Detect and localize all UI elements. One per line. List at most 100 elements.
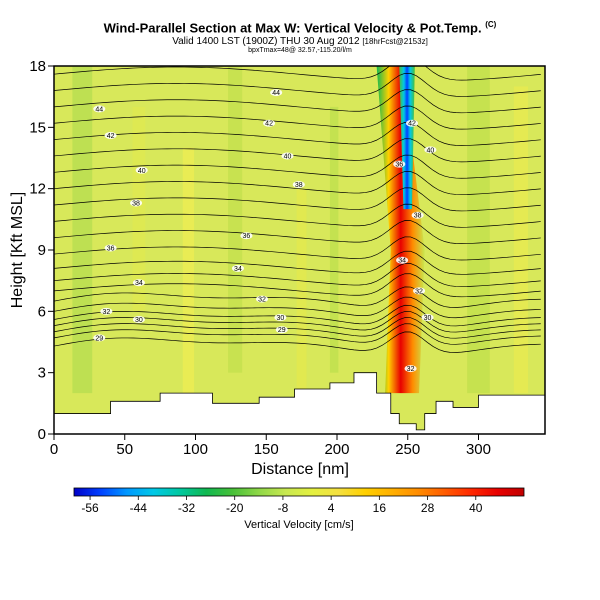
theta-contour-label-text: 36 xyxy=(107,245,115,252)
y-axis: 0 3 6 9 12 15 18 xyxy=(29,58,54,443)
theta-contour-label: 40 xyxy=(424,146,437,154)
theta-contour-label-text: 29 xyxy=(95,335,103,342)
theta-contour-label-text: 40 xyxy=(138,168,146,175)
colorbar: -56 -44 -32 -20 -8 4 16 28 40 Vertical Velocity … xyxy=(73,487,525,531)
theta-contour-label: 32 xyxy=(404,365,417,373)
theta-contour-label: 42 xyxy=(405,119,418,128)
theta-contour-label-text: 34 xyxy=(234,266,242,273)
colorbar-ticks: -56 -44 -32 -20 -8 4 16 28 40 xyxy=(81,496,483,515)
theta-contour-label-text: 38 xyxy=(295,182,303,189)
theta-contour-line xyxy=(54,187,541,212)
theta-contour-label-text: 30 xyxy=(276,315,284,322)
x-tick-label: 50 xyxy=(116,441,133,458)
theta-contour-line xyxy=(54,72,541,97)
y-tick-label: 9 xyxy=(38,242,46,259)
theta-contours xyxy=(54,66,541,353)
theta-contour-line xyxy=(54,236,541,261)
theta-contour-line xyxy=(54,203,541,228)
x-tick-label: 100 xyxy=(183,441,208,458)
theta-contour-line xyxy=(54,323,541,345)
theta-contour-label: 34 xyxy=(396,256,409,265)
theta-contour-label: 36 xyxy=(393,160,406,169)
theta-contour-line xyxy=(54,220,541,244)
colorbar-tick-label: 40 xyxy=(469,501,483,515)
theta-contour-label: 30 xyxy=(421,313,434,322)
theta-contour-label: 40 xyxy=(135,166,148,175)
theta-contour-label: 29 xyxy=(93,334,106,342)
theta-contour-line xyxy=(54,250,541,275)
theta-contour-label: 38 xyxy=(130,199,143,207)
theta-contour-label: 42 xyxy=(104,132,117,140)
theta-contour-labels: 29 29 30 30 32 32 34 34 36 36 38 38 40 40 42 42 44 44 36 34… xyxy=(93,89,437,373)
plot-area: 29 29 30 30 32 32 34 34 36 36 38 38 40 40 42 42 44 44 36 34… xyxy=(54,66,545,434)
x-tick-label: 250 xyxy=(395,441,420,458)
velocity-patch xyxy=(228,66,243,373)
theta-contour-label: 44 xyxy=(270,89,283,97)
x-tick-label: 150 xyxy=(254,441,279,458)
x-tick-label: 0 xyxy=(50,441,58,458)
colorbar-tick-label: 4 xyxy=(328,501,335,515)
theta-contour-label: 44 xyxy=(93,105,106,113)
theta-contour-label-text: 29 xyxy=(278,327,286,334)
chart-title-text: Wind-Parallel Section at Max W: Vertical… xyxy=(103,20,482,36)
terrain-mask xyxy=(54,372,545,434)
theta-contour-label-text: 42 xyxy=(265,121,273,128)
valid-time-line: Valid 1400 LST (1900Z) THU 30 Aug 2012 [… xyxy=(0,36,600,47)
updraft-core xyxy=(376,66,425,394)
theta-contour-label-text: 42 xyxy=(107,133,115,140)
velocity-cores xyxy=(376,66,425,394)
theta-contour-label: 34 xyxy=(231,264,244,273)
theta-contour-line xyxy=(54,263,541,287)
theta-contour-label-text: 32 xyxy=(258,297,266,304)
theta-contour-line xyxy=(54,89,541,114)
colorbar-tick-label: -8 xyxy=(278,501,289,515)
theta-contour-label-text: 44 xyxy=(95,106,103,113)
theta-contour-line xyxy=(54,171,541,195)
theta-contour-line xyxy=(54,304,541,327)
colorbar-gradient xyxy=(73,487,525,497)
theta-contour-label: 40 xyxy=(281,152,294,160)
theta-contour-line xyxy=(54,317,541,339)
theta-contour-line xyxy=(54,66,541,81)
colorbar-tick-label: -20 xyxy=(226,501,244,515)
x-axis-label: Distance [nm] xyxy=(251,461,349,478)
theta-contour-label: 32 xyxy=(256,295,269,304)
y-tick-label: 12 xyxy=(29,181,46,198)
theta-contour-label: 34 xyxy=(132,279,145,287)
colorbar-tick-label: -56 xyxy=(81,501,99,515)
forecast-info: [18hrFcst@2153z] xyxy=(362,37,428,46)
theta-contour-label-text: 40 xyxy=(426,147,434,154)
theta-contour-label: 32 xyxy=(413,287,426,295)
theta-contour-label-text: 32 xyxy=(407,366,415,373)
theta-contour-line xyxy=(54,154,541,179)
valid-time-text: Valid 1400 LST (1900Z) THU 30 Aug 2012 xyxy=(172,36,360,47)
x-axis: 0 50 100 150 200 250 300 xyxy=(50,434,491,458)
theta-contour-label: 42 xyxy=(263,119,276,128)
y-tick-label: 18 xyxy=(29,58,46,75)
theta-contour-label: 38 xyxy=(411,211,424,220)
theta-contour-label: 30 xyxy=(274,313,287,322)
theta-contour-label-text: 32 xyxy=(415,288,423,295)
colorbar-label: Vertical Velocity [cm/s] xyxy=(244,519,353,531)
parameters-line: bpxTmax=48@ 32.57,-115.20/l/m xyxy=(248,47,352,54)
theta-contour-label-text: 32 xyxy=(102,309,110,316)
theta-contour-label-text: 34 xyxy=(135,280,143,287)
velocity-patch xyxy=(182,147,195,394)
theta-contour-label: 30 xyxy=(132,316,145,324)
x-tick-label: 300 xyxy=(466,441,491,458)
theta-contour-label: 36 xyxy=(240,232,253,240)
theta-contour-label: 29 xyxy=(275,326,288,334)
y-tick-label: 15 xyxy=(29,119,46,136)
theta-contour-label-text: 30 xyxy=(135,317,143,324)
theta-contour-label-text: 30 xyxy=(424,315,432,322)
y-tick-label: 0 xyxy=(38,426,46,443)
theta-contour-line xyxy=(54,122,541,146)
theta-contour-label-text: 38 xyxy=(414,213,422,220)
y-axis-label: Height [Kft MSL] xyxy=(9,192,26,309)
theta-contour-label-text: 38 xyxy=(132,200,140,207)
velocity-patch xyxy=(132,106,146,312)
y-tick-label: 3 xyxy=(38,365,46,382)
x-tick-label: 200 xyxy=(324,441,349,458)
theta-contour-label-text: 34 xyxy=(398,258,406,265)
